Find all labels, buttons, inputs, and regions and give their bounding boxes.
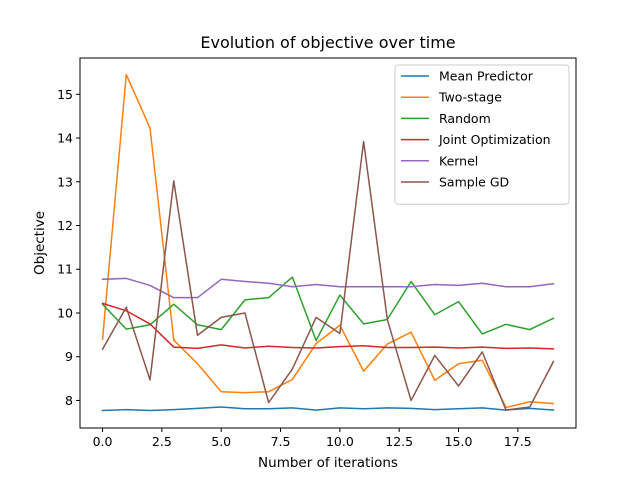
y-tick-label: 14 (57, 131, 73, 146)
x-tick-label: 7.5 (271, 434, 291, 449)
series-line-3 (101, 302, 555, 350)
y-axis-label: Objective (32, 211, 48, 275)
series-line-2 (101, 276, 555, 342)
y-tick-label: 10 (57, 305, 73, 320)
x-tick-label: 5.0 (211, 434, 231, 449)
legend-entry: Random (439, 111, 491, 126)
legend-entry: Joint Optimization (438, 132, 551, 147)
legend-entry: Two-stage (438, 90, 502, 105)
x-tick-label: 12.5 (385, 434, 413, 449)
series-line-4 (101, 277, 555, 299)
plot-frame (79, 57, 577, 429)
legend-entry: Mean Predictor (439, 69, 534, 84)
y-tick-label: 12 (57, 218, 73, 233)
series-line-5 (101, 140, 555, 411)
y-tick-label: 15 (57, 87, 73, 102)
series-line-0 (101, 406, 555, 412)
series-line-1 (101, 73, 555, 409)
chart-title: Evolution of objective over time (200, 33, 455, 52)
legend-entry: Sample GD (439, 175, 509, 190)
x-tick-label: 10.0 (326, 434, 354, 449)
plot-lines (101, 73, 555, 412)
x-tick-label: 15.0 (445, 434, 473, 449)
legend-entry: Kernel (439, 153, 478, 168)
x-tick-label: 0.0 (93, 434, 113, 449)
x-tick-label: 17.5 (504, 434, 532, 449)
y-axis: 8 9 10 11 12 13 14 15 (57, 87, 80, 408)
x-axis: 0.0 2.5 5.0 7.5 10.0 12.5 15.0 17.5 (93, 428, 532, 449)
legend: Mean Predictor Two-stage Random Joint Optim… (394, 64, 570, 205)
y-tick-label: 9 (65, 349, 73, 364)
y-tick-label: 13 (57, 174, 73, 189)
x-tick-label: 2.5 (152, 434, 172, 449)
y-tick-label: 11 (57, 262, 73, 277)
x-axis-label: Number of iterations (258, 455, 398, 471)
y-tick-label: 8 (65, 393, 73, 408)
legend-box (394, 64, 570, 205)
